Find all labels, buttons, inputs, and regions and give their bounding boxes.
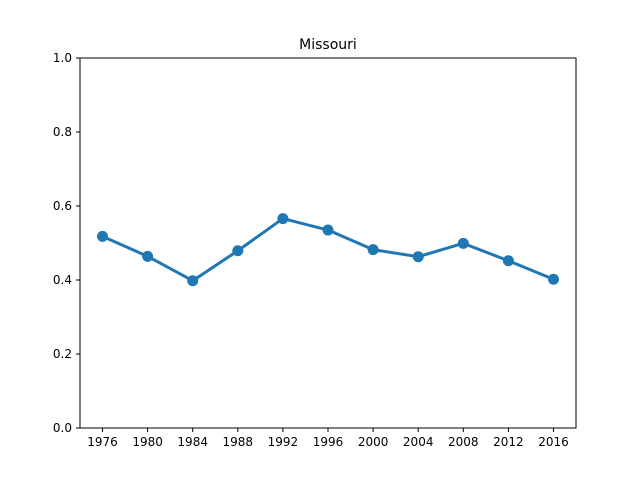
series-layer (97, 213, 559, 287)
y-tick-label: 0.8 (53, 125, 72, 139)
x-tick-label: 1976 (87, 435, 118, 449)
data-point (457, 237, 469, 249)
x-tick-label: 1988 (223, 435, 254, 449)
x-tick-label: 2016 (538, 435, 569, 449)
data-point (187, 275, 199, 287)
chart-title: Missouri (299, 37, 357, 53)
x-tick-label: 2008 (448, 435, 479, 449)
plot-frame (79, 57, 577, 429)
y-tick-label: 0.6 (53, 199, 72, 213)
data-point (232, 245, 244, 257)
data-point (277, 213, 289, 225)
x-tick-label: 1984 (177, 435, 208, 449)
x-tick-label: 2012 (493, 435, 524, 449)
y-tick-label: 0.4 (53, 273, 72, 287)
data-point (502, 255, 514, 267)
axis-ticks: 1976 1980 1984 1988 1992 1996 2000 2004 2008 2012… (53, 51, 569, 449)
data-point (412, 251, 424, 263)
y-tick-label: 0.0 (53, 421, 72, 435)
y-tick-label: 0.2 (53, 347, 72, 361)
data-point (97, 230, 108, 242)
x-tick-label: 1992 (268, 435, 299, 449)
y-tick-label: 1.0 (53, 51, 72, 65)
data-point (367, 244, 379, 256)
x-tick-label: 2004 (403, 435, 434, 449)
data-point (142, 250, 154, 262)
x-tick-label: 2000 (358, 435, 389, 449)
data-point (548, 273, 559, 285)
data-point (322, 224, 334, 236)
x-tick-label: 1996 (313, 435, 344, 449)
x-tick-label: 1980 (132, 435, 163, 449)
